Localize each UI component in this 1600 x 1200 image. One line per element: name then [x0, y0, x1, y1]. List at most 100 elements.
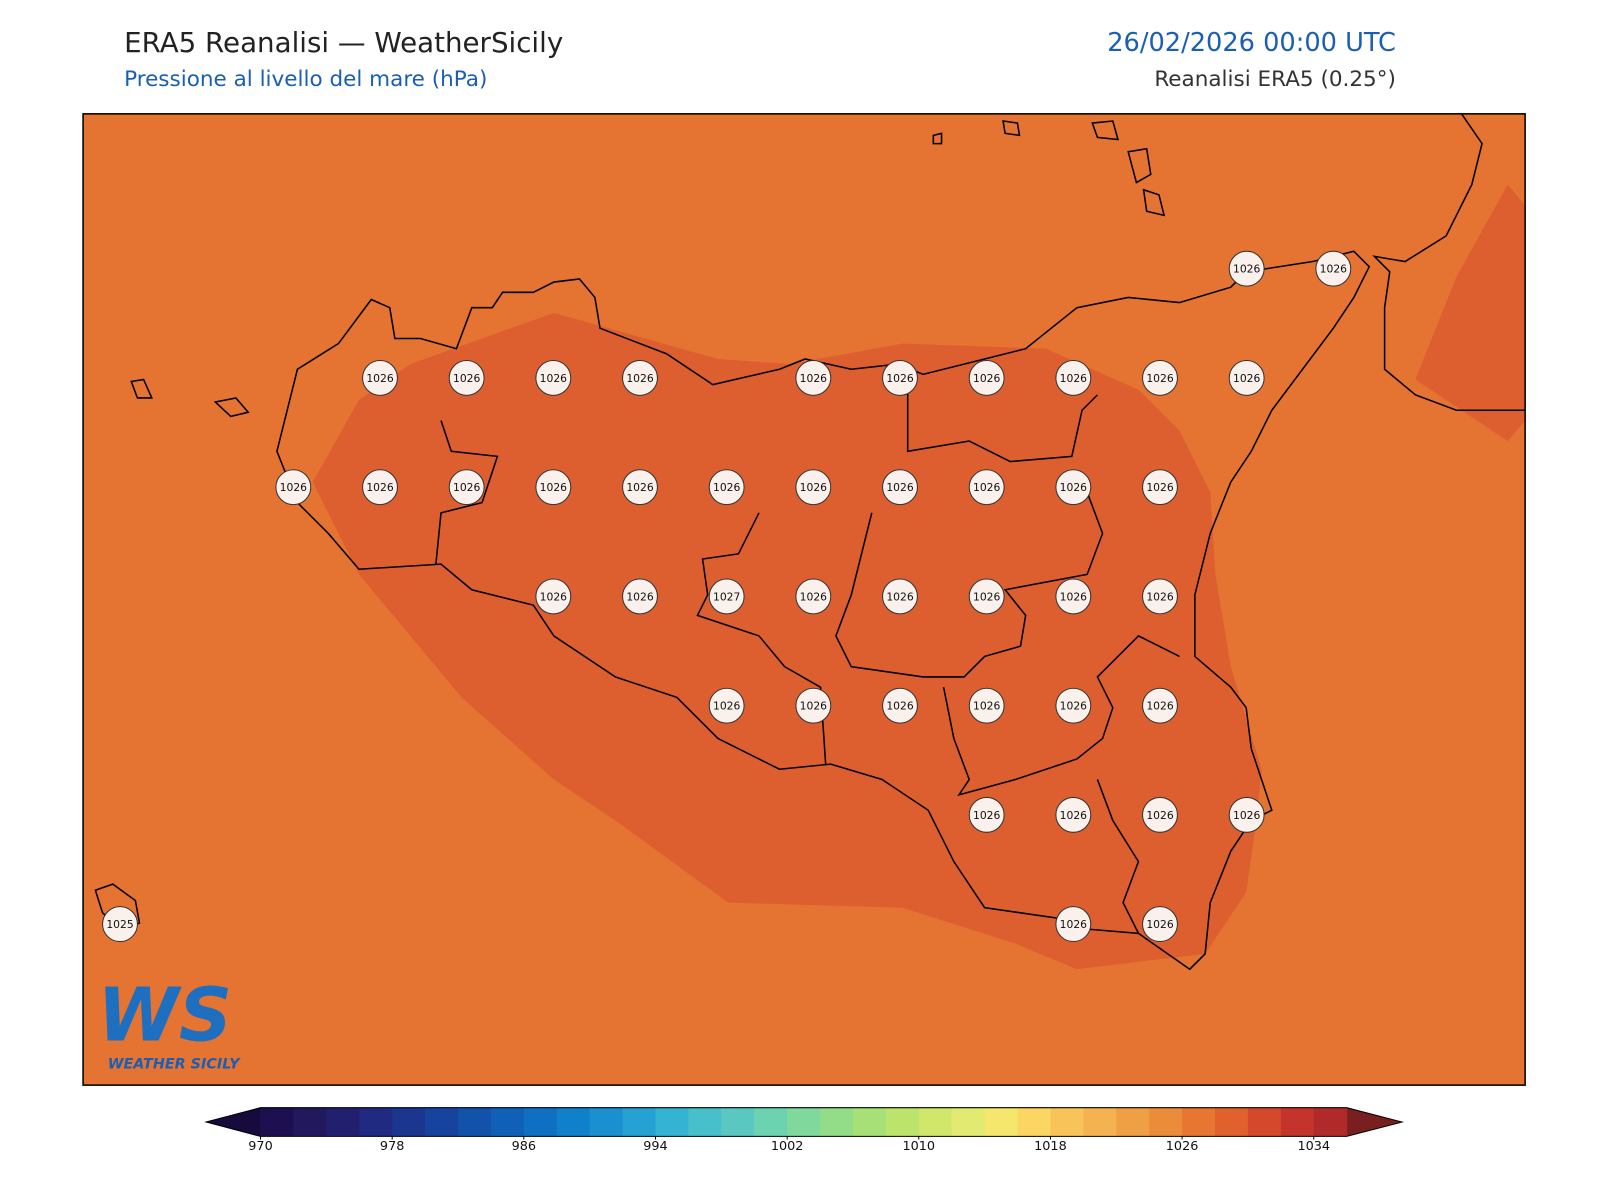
station-marker — [362, 359, 398, 396]
province-border — [1096, 779, 1140, 934]
station-label: 1026 — [886, 700, 914, 713]
station-label: 1026 — [280, 481, 308, 494]
station-marker — [275, 469, 312, 506]
station-label: 1026 — [540, 372, 568, 385]
colorbar-extend-min — [206, 1107, 261, 1137]
station-marker — [622, 469, 658, 506]
colorbar-segment — [457, 1107, 492, 1137]
station-marker — [1055, 687, 1092, 724]
colorbar-segment — [1116, 1107, 1150, 1137]
station-marker — [535, 359, 572, 396]
logo-text: WEATHER SICILY — [108, 1057, 241, 1073]
station-marker — [795, 687, 832, 724]
station-marker — [882, 469, 918, 506]
station-label: 1026 — [626, 372, 654, 385]
colorbar-tick-label: 1002 — [771, 1139, 804, 1154]
station-marker — [102, 906, 138, 943]
station-label: 1026 — [540, 481, 568, 494]
island — [1091, 120, 1119, 141]
colorbar-segment — [721, 1107, 755, 1137]
colorbar-segment — [820, 1107, 854, 1137]
stations: 1026 1026 1026 1026 1026 1026 1026 1026 1026 1026… — [102, 250, 1352, 943]
colorbar-segment — [655, 1107, 689, 1137]
station-label: 1026 — [1146, 590, 1174, 603]
station-label: 1026 — [626, 481, 654, 494]
colorbar-segment — [787, 1107, 821, 1137]
colorbar-segment — [1017, 1107, 1051, 1137]
calabria-coast — [1372, 113, 1526, 412]
map-area: 1026 1026 1026 1026 1026 1026 1026 1026 1026 1026… — [82, 113, 1526, 1086]
colorbar-segment — [918, 1107, 953, 1137]
station-marker — [1055, 359, 1092, 396]
station-label: 1026 — [973, 809, 1001, 822]
title: ERA5 Reanalisi — WeatherSicily — [124, 26, 563, 59]
island — [1142, 188, 1166, 217]
station-label: 1027 — [713, 590, 740, 603]
contour-region — [1415, 184, 1526, 442]
colorbar-segment — [1182, 1107, 1216, 1137]
source: Reanalisi ERA5 (0.25°) — [1154, 67, 1396, 92]
colorbar-segment — [293, 1107, 327, 1137]
station-marker — [1142, 359, 1178, 396]
station-marker — [708, 578, 745, 615]
colorbar-tick-label: 986 — [512, 1139, 536, 1154]
station-label: 1026 — [1146, 918, 1174, 931]
station-label: 1026 — [453, 372, 481, 385]
coastlines — [94, 113, 1526, 971]
colorbar-segment — [1280, 1107, 1315, 1137]
colorbar-segment — [556, 1107, 591, 1137]
station-marker — [1142, 906, 1178, 943]
map-frame — [82, 113, 1526, 1086]
station-label: 1026 — [800, 700, 828, 713]
province-border — [696, 512, 827, 765]
colorbar-segment — [260, 1107, 294, 1137]
island — [1127, 147, 1152, 184]
station-label: 1026 — [1060, 809, 1088, 822]
island — [130, 378, 153, 399]
datetime: 26/02/2026 00:00 UTC — [1107, 28, 1396, 58]
island — [932, 132, 943, 145]
station-label: 1025 — [106, 918, 133, 931]
colorbar-segment — [523, 1107, 558, 1137]
province-border — [942, 634, 1180, 797]
colorbar-tick-label: 994 — [643, 1139, 667, 1154]
station-label: 1026 — [973, 700, 1001, 713]
station-marker — [708, 469, 745, 506]
station-marker — [1055, 796, 1092, 833]
colorbar-segment — [1149, 1107, 1183, 1137]
station-label: 1026 — [800, 481, 828, 494]
station-label: 1026 — [1320, 263, 1348, 276]
station-label: 1026 — [1233, 372, 1261, 385]
logo: WS WEATHER SICILY — [97, 973, 241, 1073]
station-marker — [1228, 796, 1265, 833]
station-label: 1026 — [973, 481, 1001, 494]
station-marker — [882, 687, 918, 724]
colorbar-segment — [490, 1107, 525, 1137]
station-marker — [968, 469, 1005, 506]
station-marker — [795, 578, 832, 615]
station-label: 1026 — [886, 481, 914, 494]
station-marker — [362, 469, 398, 506]
station-label: 1026 — [1060, 918, 1088, 931]
station-marker — [1055, 469, 1092, 506]
station-marker — [882, 578, 918, 615]
colorbar-tick-label: 970 — [248, 1139, 272, 1154]
station-label: 1026 — [1146, 700, 1174, 713]
station-label: 1026 — [1060, 590, 1088, 603]
colorbar-segment — [589, 1107, 624, 1137]
island — [94, 883, 141, 931]
station-marker — [968, 359, 1005, 396]
station-marker — [795, 359, 832, 396]
colorbar-tick-label: 1026 — [1166, 1139, 1199, 1154]
province-border — [835, 492, 1104, 678]
colorbar-tick-label: 978 — [380, 1139, 404, 1154]
sicily-coast — [276, 250, 1371, 971]
station-marker — [795, 469, 832, 506]
station-marker — [1142, 687, 1178, 724]
colorbar-segment — [622, 1107, 656, 1137]
station-marker — [622, 578, 658, 615]
station-label: 1026 — [540, 590, 568, 603]
station-label: 1026 — [973, 590, 1001, 603]
station-label: 1026 — [973, 372, 1001, 385]
station-marker — [1142, 796, 1178, 833]
